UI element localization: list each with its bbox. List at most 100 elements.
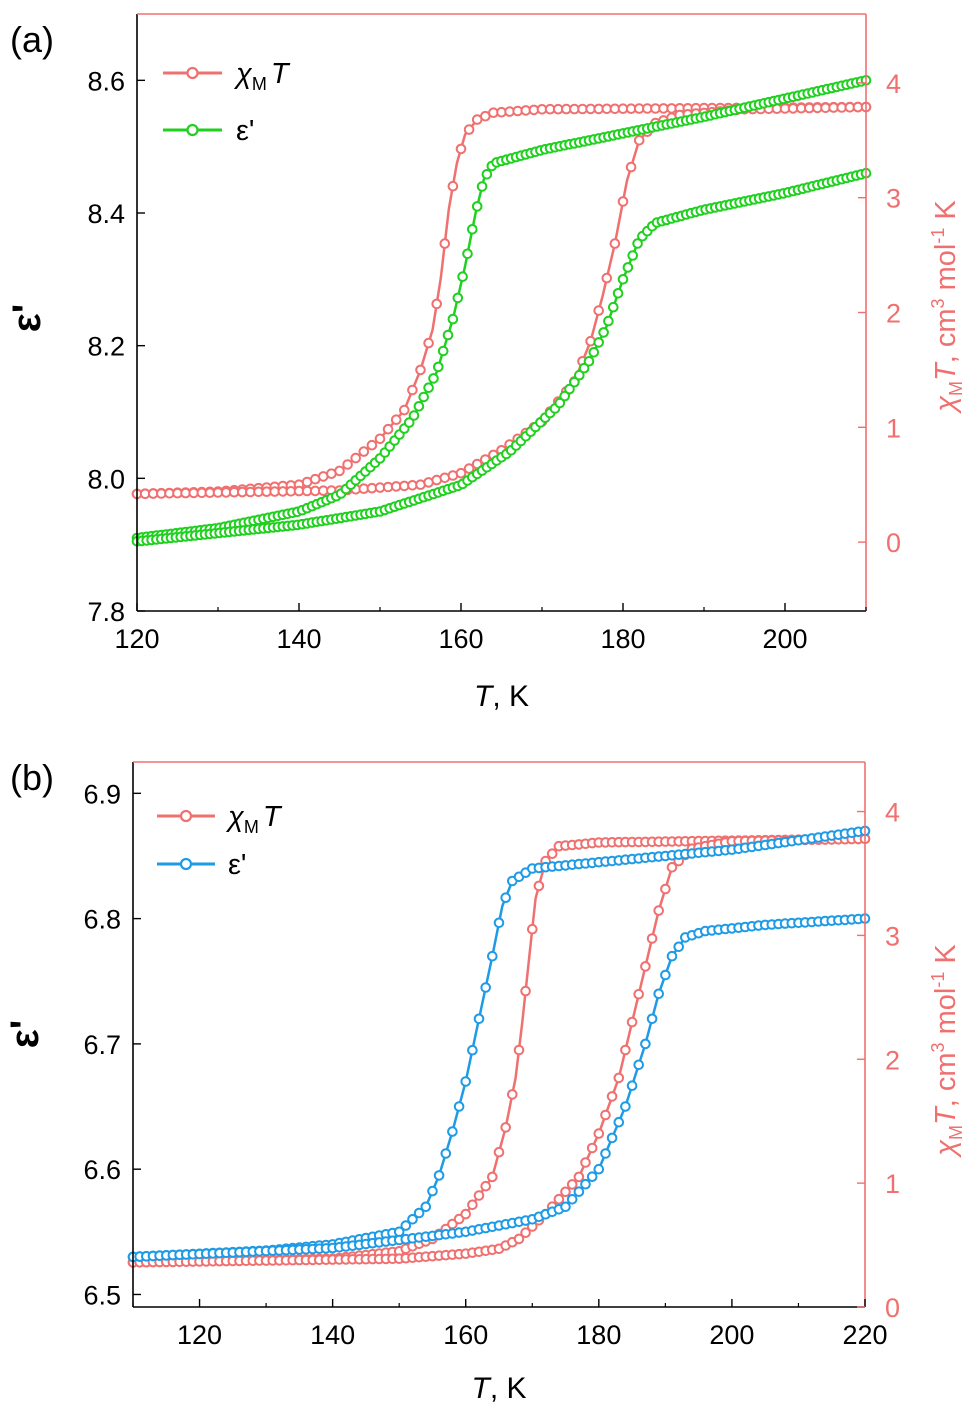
y-right-tick-label: 3 [885,921,900,951]
y-right-tick-label: 2 [886,299,901,329]
x-tick-label: 180 [576,1320,621,1350]
chiT-cooling-point [507,1089,518,1100]
legend-marker-chiT [179,809,193,823]
eps-heating-point [586,1171,598,1182]
eps-cooling-point [442,329,454,341]
eps-heating-point [598,327,609,338]
x-tick-label: 160 [438,624,483,654]
eps-cooling-point [413,401,425,412]
y-axis-label-right: χMT, cm3 mol-1 K [928,944,966,1159]
eps-heating-point [603,315,614,327]
chiT-heating-point [593,1128,605,1139]
x-axis-label: T, K [474,680,529,713]
eps-cooling-point [471,201,483,212]
chiT-cooling-point [473,1190,485,1201]
chiT-heating-point [633,988,645,1000]
chiT-heating-point [593,305,605,316]
eps-cooling-point [437,345,449,357]
eps-heating-point [593,1163,605,1175]
chiT-heating-point [455,467,467,479]
y-left-tick-label: 8.0 [87,464,125,494]
eps-heating-point [660,969,671,981]
chiT-cooling-point [467,1199,478,1211]
legend-marker-eps [179,857,193,871]
x-tick-label: 140 [310,1320,355,1350]
chiT-heating-point [520,1227,531,1238]
eps-heating-point [632,238,643,249]
eps-cooling-point [467,224,478,235]
eps-cooling-line [132,829,866,1259]
eps-heating-line [132,917,866,1259]
x-tick-label: 160 [443,1320,488,1350]
chiT-cooling-point [455,143,467,155]
series-group [127,825,871,1268]
y-right-tick-label: 1 [885,1169,900,1199]
legend-marker-chiT [186,66,199,80]
chiT-cooling-point [374,433,386,445]
eps-cooling-point [403,417,415,428]
chiT-cooling-point [399,404,410,416]
y-axis-label-right: χMT, cm3 mol-1 K [928,200,966,415]
eps-heating-point [606,1132,618,1144]
y-left-tick-label: 6.6 [83,1155,121,1185]
chiT-heating-point [633,135,645,146]
chiT-cooling-point [447,180,459,192]
eps-cooling-point [453,1101,465,1112]
eps-cooling-point [480,982,492,993]
chiT-heating-point [613,1072,625,1084]
chiT-heating-point [625,161,637,173]
chiT-cooling-point [415,364,426,376]
eps-heating-point [583,356,595,367]
eps-cooling-point [473,1013,485,1025]
chiT-cooling-point [500,1122,512,1133]
chiT-cooling-point [423,337,434,349]
chiT-heating-point [653,905,665,916]
x-tick-label: 120 [177,1320,222,1350]
eps-heating-point [617,274,629,285]
eps-heating-point [588,347,600,358]
eps-heating-point [569,376,580,388]
legend-label-chiT: χM T [233,58,291,94]
legend-label-eps: ε' [236,115,254,147]
legend-marker-eps [186,123,199,137]
x-tick-label: 140 [276,624,321,654]
eps-cooling-point [413,1207,425,1219]
eps-heating-point [573,1186,585,1197]
y-left-tick-label: 6.9 [83,779,121,809]
chiT-cooling-point [407,384,418,396]
eps-cooling-point [440,1148,452,1159]
chiT-heating-point [640,961,651,972]
chiT-heating-point [626,1016,638,1028]
panel-label: (b) [10,757,54,798]
eps-heating-point [673,941,685,953]
y-right-tick-label: 4 [885,798,900,828]
eps-heating-point [612,288,624,299]
chiT-heating-point [600,1109,611,1121]
panel-b: (b) 120 140 160 180 200 220 6.5 6.6 6.7 6.8 6.9 0 1 2 3… [3,757,966,1405]
eps-heating-point [626,1080,638,1091]
eps-cooling-point [418,391,430,403]
chiT-heating-point [560,1186,571,1198]
chiT-heating-point [553,1193,565,1205]
eps-cooling-point [423,382,434,394]
chiT-cooling-point [390,414,402,426]
chiT-cooling-point [431,298,443,310]
y-left-tick-label: 6.5 [83,1280,121,1310]
eps-heating-point [640,1038,651,1050]
eps-heating-point [566,1194,578,1205]
chiT-cooling-point [382,423,394,435]
chiT-heating-point [617,196,629,207]
chiT-cooling-point [527,923,538,935]
panel-label: (a) [10,19,54,60]
y-axis-label-left: ε' [3,1020,47,1049]
chiT-heating-line [132,837,866,1264]
eps-cooling-point [467,1044,478,1056]
chiT-cooling-point [463,124,475,135]
chiT-cooling-point [460,1208,472,1220]
chiT-cooling-point [350,452,362,464]
eps-cooling-point [487,950,498,962]
chiT-cooling-point [334,465,345,477]
y-right-tick-label: 2 [885,1045,900,1075]
y-left-tick-label: 8.2 [87,332,125,362]
eps-heating-point [600,1148,611,1159]
